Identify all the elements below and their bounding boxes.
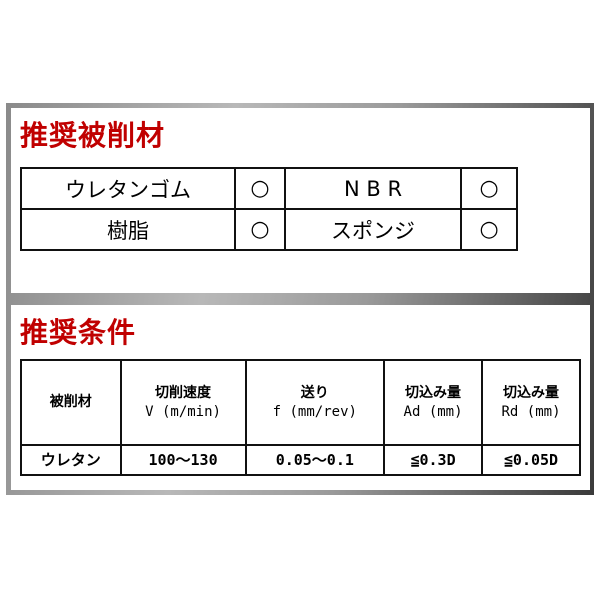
radial-depth-cell: ≦0.05D [481, 444, 581, 476]
suitability-mark: ○ [460, 167, 518, 210]
material-name: 樹脂 [19, 208, 237, 251]
header-cell: 切込み量 Ad (mm) [383, 359, 484, 446]
speed-cell: 100〜130 [119, 444, 247, 476]
header-unit: V (m/min) [145, 403, 221, 420]
material-name: ウレタンゴム [19, 167, 237, 210]
header-row: 被削材 切削速度 V (m/min) 送り f (mm/rev) 切込み量 Ad (m… [20, 359, 581, 446]
header-label: 送り [300, 384, 329, 401]
materials-title: 推奨被削材 [20, 119, 166, 152]
header-unit: Ad (mm) [403, 403, 463, 420]
recommended-conditions-panel: 推奨条件 被削材 切削速度 V (m/min) 送り f (mm/rev) 切込み量… [11, 305, 590, 490]
header-unit: f (mm/rev) [272, 403, 357, 420]
table-row: ウレタン 100〜130 0.05〜0.1 ≦0.3D ≦0.05D [20, 444, 581, 476]
suitability-mark: ○ [234, 167, 286, 210]
table-row: 樹脂 ○ スポンジ ○ [19, 208, 518, 251]
header-label: 切込み量 [405, 384, 462, 401]
table-row: ウレタンゴム ○ N B R ○ [19, 167, 518, 210]
recommended-materials-panel: 推奨被削材 ウレタンゴム ○ N B R ○ 樹脂 ○ スポンジ ○ [11, 108, 590, 293]
header-cell: 切込み量 Rd (mm) [481, 359, 581, 446]
materials-table: ウレタンゴム ○ N B R ○ 樹脂 ○ スポンジ ○ [19, 167, 518, 251]
header-cell: 切削速度 V (m/min) [119, 359, 247, 446]
header-cell: 被削材 [20, 359, 122, 446]
suitability-mark: ○ [460, 208, 518, 251]
header-cell: 送り f (mm/rev) [244, 359, 386, 446]
header-label: 切削速度 [155, 384, 212, 401]
header-label: 切込み量 [503, 384, 559, 401]
conditions-title: 推奨条件 [20, 316, 137, 349]
feed-cell: 0.05〜0.1 [244, 444, 386, 476]
material-name: スポンジ [283, 208, 463, 251]
suitability-mark: ○ [234, 208, 286, 251]
header-unit: Rd (mm) [501, 403, 561, 420]
material-name: N B R [283, 167, 463, 210]
header-label: 被削材 [49, 394, 92, 410]
material-cell: ウレタン [20, 444, 122, 476]
axial-depth-cell: ≦0.3D [383, 444, 484, 476]
conditions-table: 被削材 切削速度 V (m/min) 送り f (mm/rev) 切込み量 Ad (m… [20, 359, 581, 476]
content-frame: 推奨被削材 ウレタンゴム ○ N B R ○ 樹脂 ○ スポンジ ○ 推奨条件 … [6, 103, 594, 495]
